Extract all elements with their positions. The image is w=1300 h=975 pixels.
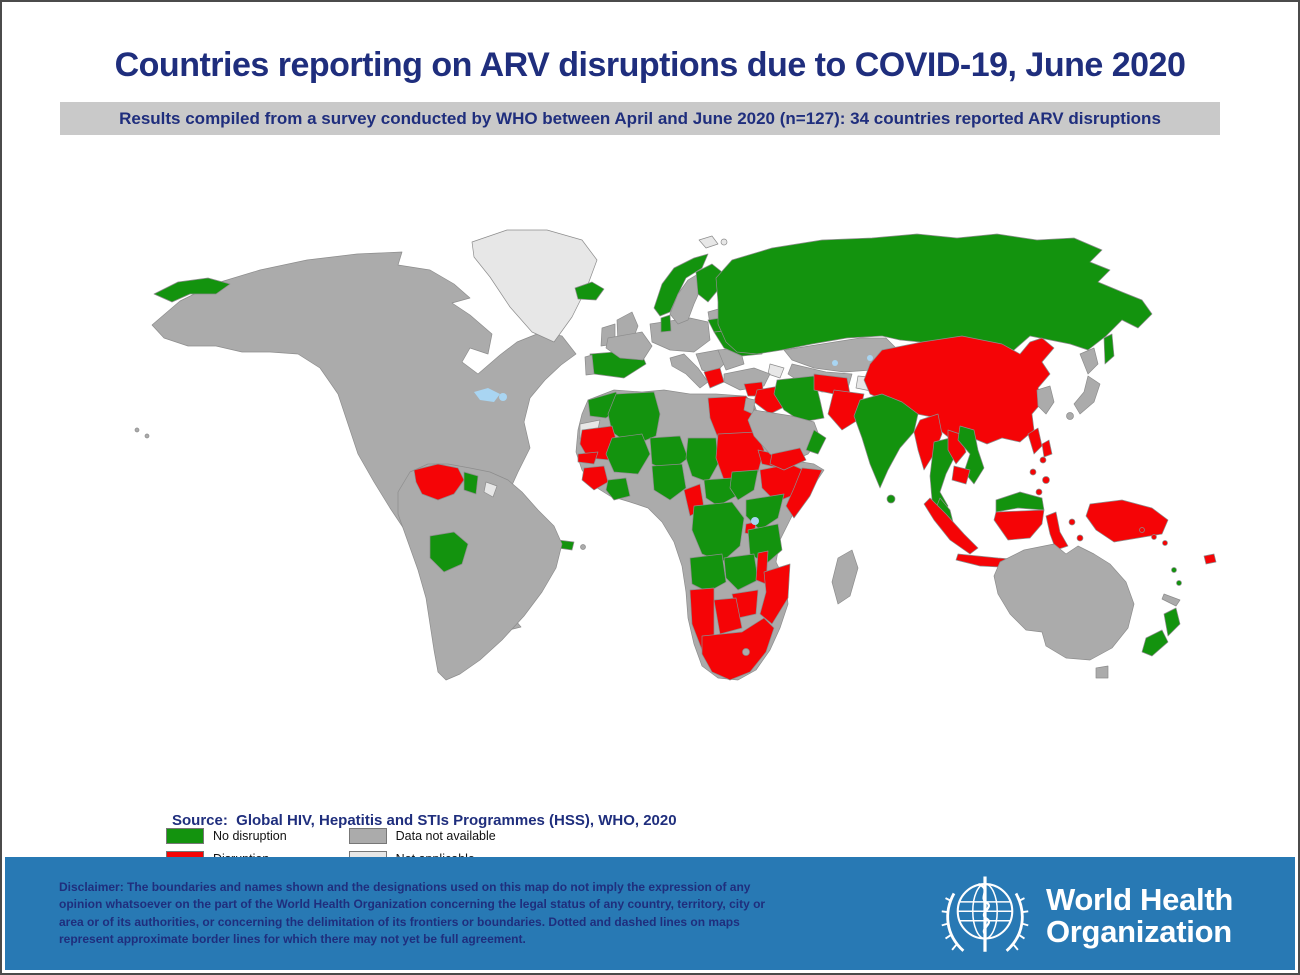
greenland-iceland xyxy=(471,229,728,343)
who-emblem-icon xyxy=(941,876,1029,952)
who-logo: World Health Organization xyxy=(938,869,1233,963)
region-oceania xyxy=(923,427,1217,679)
continent-africa xyxy=(575,389,859,681)
source-line: Source: Global HIV, Hepatitis and STIs P… xyxy=(172,812,677,829)
russia-and-mongolia xyxy=(153,233,1153,379)
page-title: Countries reporting on ARV disruptions d… xyxy=(114,46,1186,84)
subtitle-bar: Results compiled from a survey conducted… xyxy=(60,102,1220,135)
who-wordmark-line2: Organization xyxy=(1045,914,1232,949)
legend-item-no-disruption: No disruption xyxy=(166,828,287,844)
who-wordmark-line1: World Health xyxy=(1045,881,1233,917)
who-wordmark: World Health Organization xyxy=(1045,881,1233,949)
subtitle-text: Results compiled from a survey conducted… xyxy=(119,108,1161,128)
world-map-svg xyxy=(134,229,1217,681)
legend-swatch-gray xyxy=(348,828,387,844)
region-east-south-asia xyxy=(853,335,1101,527)
legend-swatch-green xyxy=(166,828,204,844)
legend-label: Data not available xyxy=(395,829,496,843)
continent-south-america xyxy=(397,463,563,681)
footer-band: Disclaimer: The boundaries and names sho… xyxy=(5,857,1295,970)
region-central-west-asia xyxy=(723,337,899,471)
world-map: No disruption Disruption Data not availa… xyxy=(2,142,1298,867)
legend-label: No disruption xyxy=(213,829,287,843)
disclaimer-text: Disclaimer: The boundaries and names sho… xyxy=(59,880,766,947)
legend-item-data-not-available: Data not available xyxy=(348,828,496,844)
